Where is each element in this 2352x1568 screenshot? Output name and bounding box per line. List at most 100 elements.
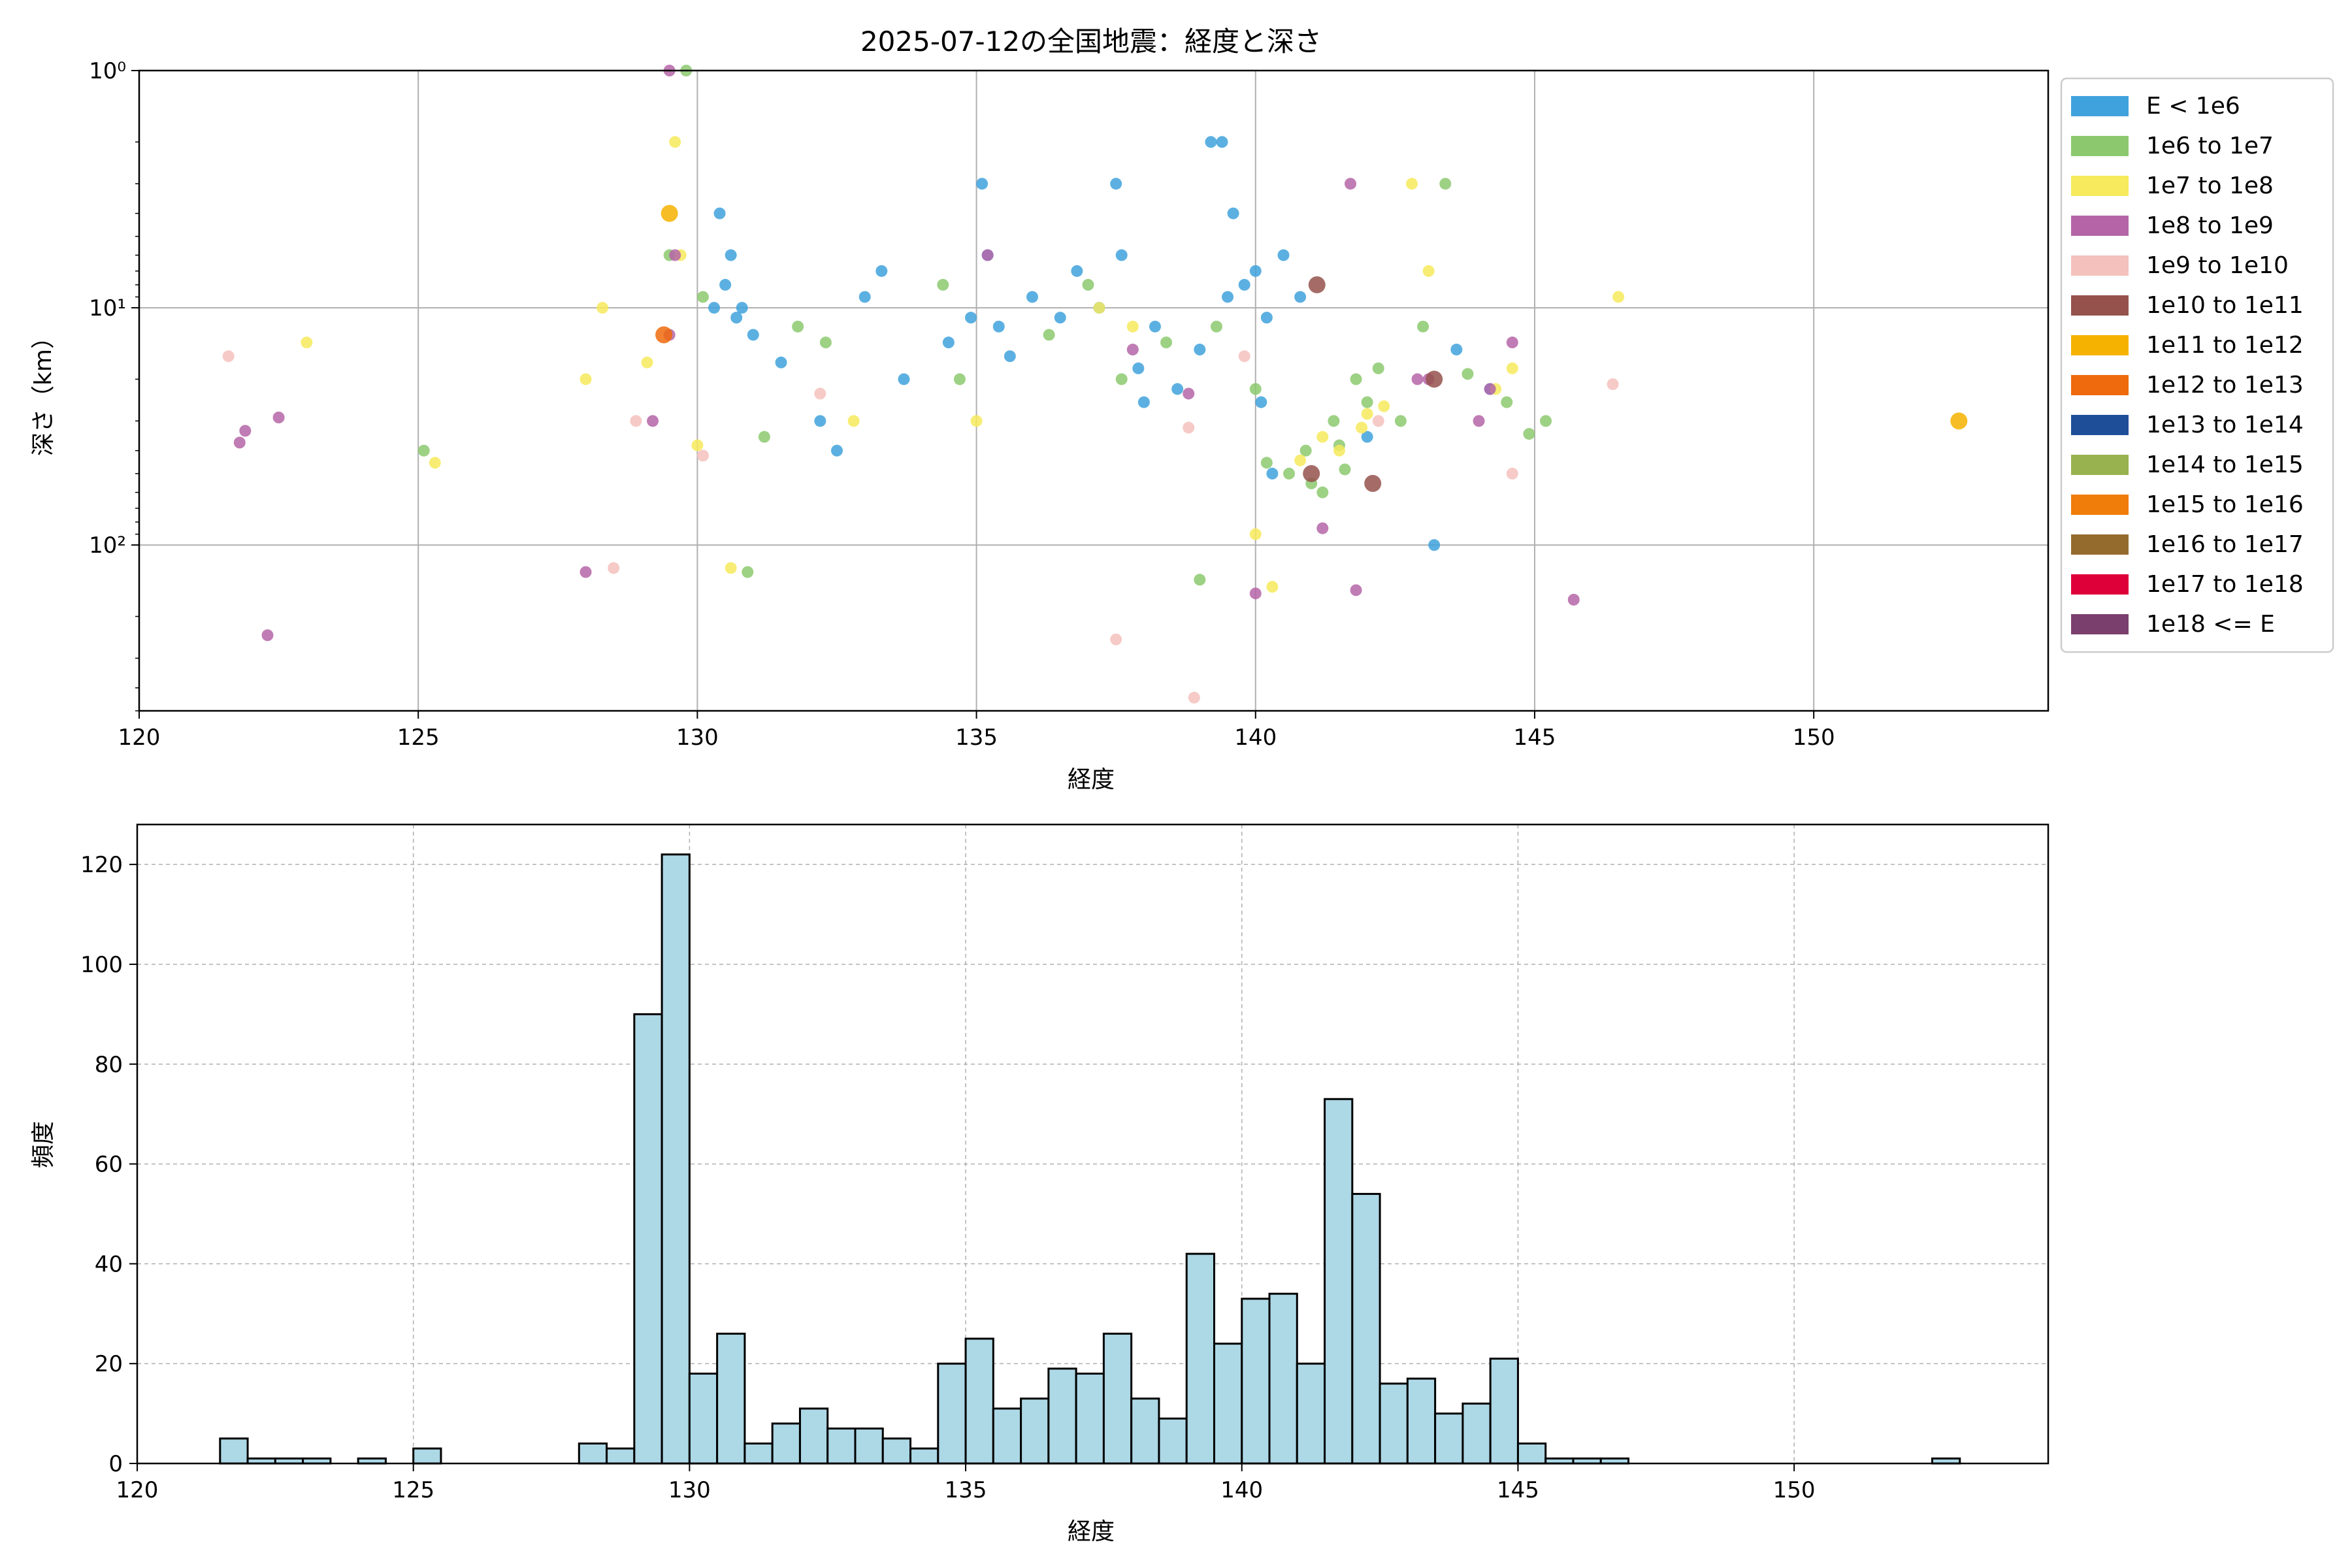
scatter-point — [976, 178, 988, 190]
scatter-point — [580, 566, 592, 578]
legend-label: 1e9 to 1e10 — [2146, 252, 2289, 279]
scatter-point — [696, 449, 709, 462]
scatter-point — [1266, 467, 1279, 480]
legend-label: 1e6 to 1e7 — [2146, 133, 2274, 159]
scatter-y-tick-label: 10⁰ — [89, 58, 126, 84]
legend: E < 1e6 1e6 to 1e7 1e7 to 1e8 1e8 to 1e9 1e9… — [2060, 77, 2334, 653]
scatter-point — [661, 204, 678, 222]
scatter-point — [429, 457, 441, 469]
histogram-bar — [633, 1013, 663, 1465]
histogram-bar — [1462, 1402, 1492, 1465]
legend-label: 1e17 to 1e18 — [2146, 571, 2304, 598]
scatter-point — [1506, 336, 1518, 349]
scatter-point — [1364, 474, 1382, 492]
scatter-point — [819, 336, 832, 349]
legend-swatch — [2071, 176, 2129, 196]
histogram-bar — [743, 1442, 774, 1465]
legend-label: 1e10 to 1e11 — [2146, 292, 2304, 319]
histogram-bar — [1241, 1298, 1271, 1465]
scatter-point — [239, 425, 252, 437]
scatter-point — [1350, 584, 1362, 596]
histogram-bar — [1158, 1417, 1188, 1465]
histogram-bar — [688, 1372, 719, 1465]
scatter-point — [814, 387, 826, 400]
histogram-x-tick-label: 120 — [116, 1477, 159, 1503]
histogram-bar — [1296, 1362, 1326, 1465]
scatter-point — [1339, 463, 1351, 476]
scatter-point — [719, 278, 732, 291]
legend-label: 1e11 to 1e12 — [2146, 332, 2304, 359]
histogram-bar — [661, 853, 691, 1465]
legend-label: 1e7 to 1e8 — [2146, 172, 2274, 199]
legend-swatch — [2071, 495, 2129, 515]
histogram-bar — [716, 1332, 746, 1465]
legend-swatch — [2071, 96, 2129, 116]
scatter-point — [417, 444, 430, 457]
scatter-point — [580, 373, 592, 385]
scatter-point — [1439, 178, 1452, 190]
scatter-point — [942, 336, 955, 349]
histogram-y-tick-label: 40 — [95, 1251, 123, 1277]
histogram-y-tick-label: 0 — [108, 1451, 123, 1477]
scatter-point — [1093, 302, 1105, 314]
histogram-bar — [909, 1447, 939, 1465]
scatter-point — [1216, 136, 1228, 148]
scatter-point — [1316, 486, 1329, 498]
legend-label: 1e18 <= E — [2146, 611, 2275, 638]
histogram-plot-frame — [136, 823, 2050, 1465]
scatter-point — [1277, 249, 1290, 261]
scatter-point — [1194, 574, 1206, 586]
histogram-y-tick-label: 20 — [95, 1351, 123, 1377]
histogram-bar — [826, 1428, 857, 1465]
scatter-y-axis-label: 深さ（km） — [30, 325, 57, 456]
scatter-point — [1411, 373, 1424, 385]
scatter-point — [1484, 383, 1496, 395]
scatter-point — [1308, 276, 1326, 293]
scatter-point — [1950, 412, 1968, 430]
scatter-y-tick-label: 10¹ — [89, 295, 126, 321]
scatter-point — [696, 291, 709, 303]
scatter-point — [1501, 396, 1513, 408]
scatter-point — [725, 249, 737, 261]
histogram-bar — [606, 1447, 636, 1465]
scatter-point — [1523, 428, 1535, 440]
scatter-x-tick-label: 135 — [955, 725, 998, 751]
scatter-point — [1607, 378, 1619, 391]
scatter-point — [1255, 396, 1267, 408]
scatter-point — [708, 302, 721, 314]
legend-label: 1e8 to 1e9 — [2146, 212, 2274, 239]
scatter-point — [1506, 467, 1518, 480]
scatter-point — [858, 291, 871, 303]
legend-swatch — [2071, 415, 2129, 435]
legend-swatch — [2071, 534, 2129, 555]
scatter-x-tick-label: 130 — [676, 725, 719, 751]
histogram-bar — [1047, 1367, 1077, 1465]
scatter-point — [1238, 278, 1250, 291]
scatter-point — [1004, 350, 1016, 363]
scatter-point — [1378, 400, 1390, 412]
scatter-point — [1394, 415, 1407, 427]
histogram-x-tick-label: 150 — [1773, 1477, 1816, 1503]
histogram-bar — [854, 1428, 884, 1465]
histogram-axes: 120 125 130 135 140 145 150 0 20 40 60 80 100 120 — [80, 852, 1815, 1503]
scatter-point — [981, 249, 994, 261]
histogram-bar — [1185, 1252, 1215, 1465]
scatter-point — [596, 302, 609, 314]
histogram-y-tick-label: 100 — [80, 952, 123, 978]
scatter-point — [713, 207, 726, 220]
histogram-bar — [1268, 1292, 1298, 1465]
scatter-x-tick-label: 140 — [1234, 725, 1277, 751]
scatter-point — [1183, 421, 1195, 434]
histogram-bar — [881, 1437, 912, 1465]
scatter-points — [222, 65, 1968, 704]
legend-label: E < 1e6 — [2146, 93, 2240, 120]
scatter-point — [814, 415, 826, 427]
histogram-bar — [1075, 1372, 1105, 1465]
scatter-point — [992, 320, 1005, 333]
legend-swatch — [2071, 335, 2129, 355]
scatter-point — [1506, 362, 1518, 374]
scatter-point — [1266, 581, 1279, 593]
scatter-point — [1205, 136, 1217, 148]
histogram-bar — [1489, 1358, 1519, 1465]
scatter-point — [725, 562, 737, 574]
